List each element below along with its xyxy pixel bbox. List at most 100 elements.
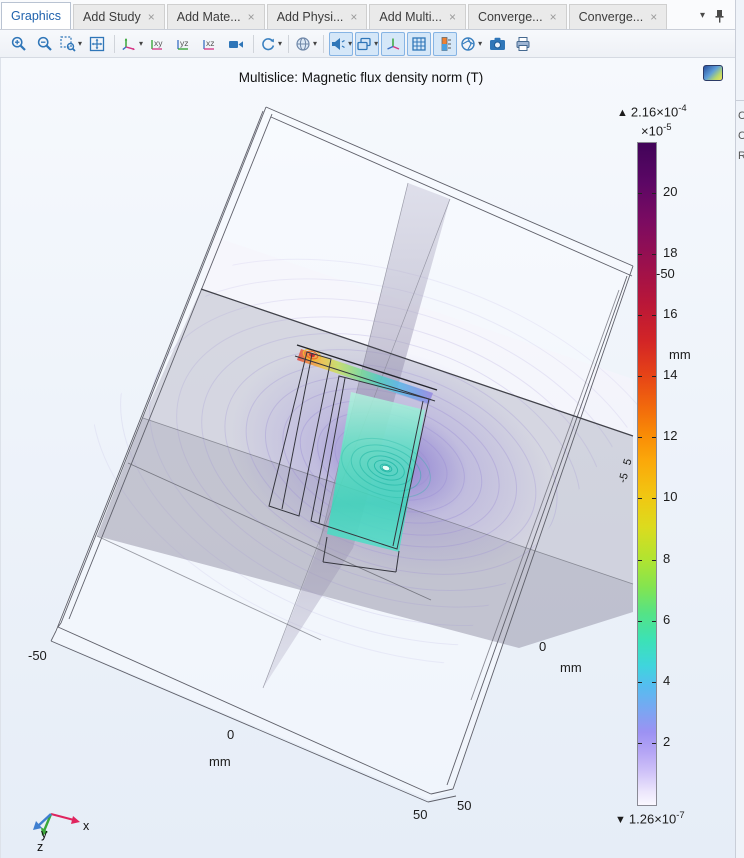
close-icon[interactable]: × xyxy=(147,10,155,24)
image-snapshot-button[interactable] xyxy=(485,32,509,56)
chevron-down-icon[interactable]: ▾ xyxy=(78,39,83,48)
chevron-down-icon[interactable]: ▾ xyxy=(348,39,353,48)
colorbar-tick-label: 12 xyxy=(663,428,678,443)
environment-button[interactable]: ▾ xyxy=(294,32,318,56)
x-axis-max-label: 50 xyxy=(413,807,427,822)
snapshot-camera-icon xyxy=(489,37,505,50)
collapsed-panel-strip[interactable]: C C R xyxy=(735,0,744,858)
chevron-down-icon[interactable]: ▾ xyxy=(374,39,379,48)
colorbar-tick-label: 2 xyxy=(663,734,671,749)
tab-convergence-1[interactable]: Converge... × xyxy=(467,4,567,29)
air-box-wireframe xyxy=(50,106,634,803)
tab-add-material[interactable]: Add Mate... × xyxy=(166,4,265,29)
top-slice-strip xyxy=(297,349,433,404)
toolbar-separator xyxy=(114,34,116,53)
colorbar-tick-label: 20 xyxy=(663,184,678,199)
graphics-canvas[interactable]: Multislice: Magnetic flux density norm (… xyxy=(0,58,735,858)
tab-label: Add Mate... xyxy=(176,10,241,24)
plot-update-button[interactable]: ▾ xyxy=(459,32,483,56)
close-icon[interactable]: × xyxy=(350,10,358,24)
tab-graphics[interactable]: Graphics xyxy=(1,2,72,29)
zoom-box-button[interactable]: ▾ xyxy=(59,32,83,56)
tab-label: Graphics xyxy=(11,9,62,23)
y-axis-unit2-label: mm xyxy=(669,347,691,362)
tab-label: Add Multi... xyxy=(379,10,442,24)
xy-view-icon: xy xyxy=(151,38,163,50)
colorbar-tick-label: 10 xyxy=(663,489,678,504)
panel-text-fragment: C xyxy=(738,130,744,142)
chevron-down-icon[interactable]: ▾ xyxy=(313,39,318,48)
zoom-box-icon xyxy=(60,35,76,52)
yz-view-button[interactable]: yz xyxy=(172,32,196,56)
panel-text-fragment: C xyxy=(738,110,744,122)
colorbar-tick-label: 6 xyxy=(663,612,671,627)
zoom-in-icon xyxy=(11,36,26,51)
scene-axis-labels: -50 0 mm 50 50 0 mm xyxy=(28,639,582,822)
panel-text-fragment: R xyxy=(738,150,744,162)
triad-y-label: y xyxy=(41,827,48,841)
zoom-out-button[interactable] xyxy=(33,32,57,56)
show-grid-button[interactable] xyxy=(407,31,432,56)
tab-bar: Graphics Add Study × Add Mate... × Add P… xyxy=(0,0,735,30)
show-axis-orientation-button[interactable] xyxy=(381,31,406,56)
tab-label: Add Study xyxy=(83,10,141,24)
close-icon[interactable]: × xyxy=(448,10,456,24)
pin-icon[interactable] xyxy=(713,9,725,23)
close-icon[interactable]: × xyxy=(650,10,658,24)
xy-view-button[interactable]: xy xyxy=(146,32,170,56)
tab-convergence-2[interactable]: Converge... × xyxy=(568,4,668,29)
graphics-window-icon[interactable] xyxy=(703,65,723,81)
panel-divider xyxy=(736,100,744,101)
svg-text:xy: xy xyxy=(154,38,163,48)
triad-x-label: x xyxy=(83,819,90,833)
scene-movie-button[interactable] xyxy=(224,32,248,56)
view-triad: x y z xyxy=(33,813,90,854)
colorbar-tick-label: 8 xyxy=(663,551,671,566)
magnet-assembly xyxy=(268,344,438,573)
transparency-button[interactable]: ▾ xyxy=(355,31,380,56)
default-3d-view-button[interactable]: ▾ xyxy=(120,32,144,56)
close-icon[interactable]: × xyxy=(247,10,255,24)
tab-label: Converge... xyxy=(477,10,543,24)
x-axis-mid-label: 0 xyxy=(227,727,234,742)
colorbar-tick-label: 14 xyxy=(663,367,678,382)
chevron-down-icon[interactable]: ▾ xyxy=(278,39,283,48)
tab-add-multiphysics[interactable]: Add Multi... × xyxy=(369,4,466,29)
rotate-icon xyxy=(262,37,275,50)
print-button[interactable] xyxy=(511,32,535,56)
printer-icon xyxy=(516,36,530,51)
svg-text:xz: xz xyxy=(206,38,215,48)
chevron-down-icon[interactable]: ▾ xyxy=(139,39,144,48)
close-icon[interactable]: × xyxy=(549,10,557,24)
color-legend-icon xyxy=(441,36,452,51)
zoom-out-icon xyxy=(37,36,52,51)
toolbar-separator xyxy=(253,34,255,53)
globe-icon xyxy=(296,36,310,51)
zoom-in-button[interactable] xyxy=(7,32,31,56)
toolbar-separator xyxy=(288,34,290,53)
tab-label: Converge... xyxy=(578,10,644,24)
show-color-legend-button[interactable] xyxy=(433,31,458,56)
axis-orientation-icon xyxy=(387,38,400,50)
tab-add-study[interactable]: Add Study × xyxy=(73,4,165,29)
tab-label: Add Physi... xyxy=(276,10,344,24)
y-axis-max-label: 50 xyxy=(457,798,471,813)
y-axis-unit-label: mm xyxy=(560,660,582,675)
scene-light-button[interactable]: ▾ xyxy=(329,31,354,56)
magnet-contours xyxy=(341,437,431,499)
tab-add-physics[interactable]: Add Physi... × xyxy=(266,4,368,29)
grid-icon xyxy=(412,36,426,51)
transparency-layers-icon xyxy=(357,37,371,50)
update-shutter-icon xyxy=(461,36,475,51)
xz-view-button[interactable]: xz xyxy=(198,32,222,56)
xz-view-icon: xz xyxy=(203,38,215,50)
color-legend-bar xyxy=(637,142,657,806)
chevron-down-icon[interactable]: ▾ xyxy=(478,39,483,48)
tab-overflow-caret-icon[interactable]: ▾ xyxy=(699,10,705,21)
zoom-extents-button[interactable] xyxy=(85,32,109,56)
svg-text:yz: yz xyxy=(180,38,189,48)
movie-camera-icon xyxy=(229,40,244,48)
colorbar-tick-label: 18 xyxy=(663,245,678,260)
rotate-view-button[interactable]: ▾ xyxy=(259,32,283,56)
